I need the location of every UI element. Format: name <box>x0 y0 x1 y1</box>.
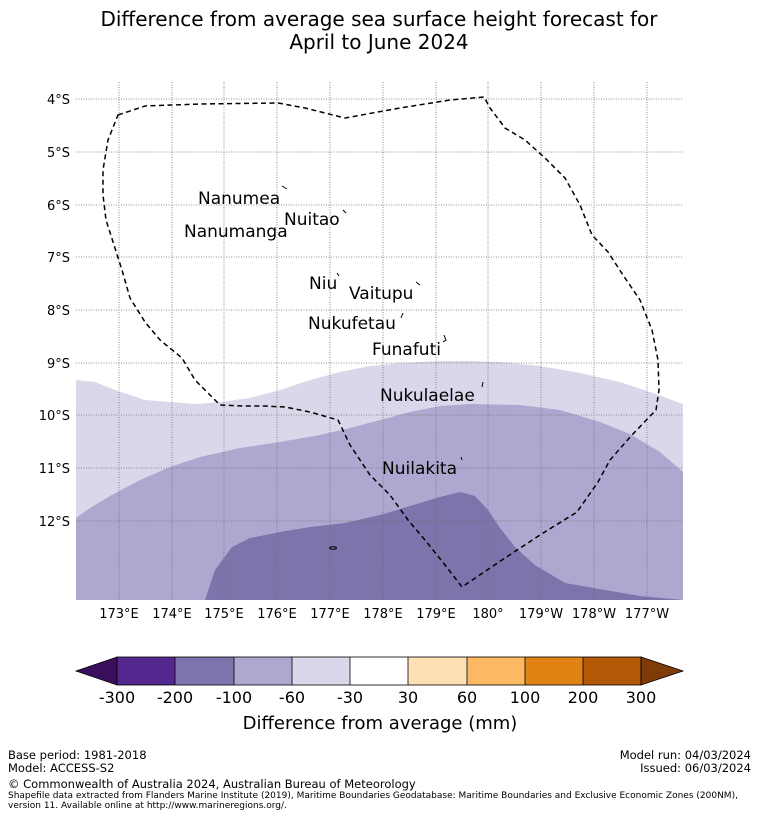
contour-minus100 <box>205 492 683 600</box>
colorbar-swatch <box>234 657 292 685</box>
lon-label: 173°E <box>99 607 139 622</box>
colorbar-swatch <box>467 657 525 685</box>
colorbar-tick: 200 <box>568 688 599 707</box>
place-label: Nanumanga <box>184 222 288 242</box>
lon-label: 177°E <box>310 607 350 622</box>
colorbar-tick: 30 <box>398 688 418 707</box>
lat-label: 11°S <box>39 462 70 477</box>
colorbar-tick: 100 <box>510 688 541 707</box>
colorbar-swatch <box>117 657 175 685</box>
shapefile-credit-line-2: version 11. Available online at http://w… <box>8 801 287 811</box>
colorbar-swatch <box>525 657 583 685</box>
colorbar: -300 -200 -100 -60 -30 30 60 100 200 300… <box>74 656 685 734</box>
lat-label: 7°S <box>47 251 70 266</box>
lon-label: 175°E <box>204 607 244 622</box>
place-label: Nukulaelae <box>380 386 475 406</box>
eez-boundary <box>102 96 660 589</box>
longitude-labels: 173°E 174°E 175°E 176°E 177°E 178°E 179°… <box>99 607 669 622</box>
lon-label: 178°W <box>572 607 616 622</box>
colorbar-tick: 60 <box>457 688 477 707</box>
colorbar-swatch <box>583 657 641 685</box>
colorbar-swatch <box>292 657 350 685</box>
colorbar-over-arrow <box>640 656 685 686</box>
lat-label: 6°S <box>47 199 70 214</box>
lat-label: 12°S <box>39 515 70 530</box>
title-line-2: April to June 2024 <box>289 30 469 54</box>
place-label: Niu <box>309 274 337 294</box>
place-labels: Nanumea Nuitao Nanumanga Niu Vaitupu Nuk… <box>184 189 475 479</box>
lon-label: 174°E <box>152 607 192 622</box>
place-label: Nuitao <box>284 210 340 230</box>
contour-fills <box>76 361 683 600</box>
colorbar-swatch <box>350 657 408 685</box>
lat-label: 5°S <box>47 146 70 161</box>
lon-label: 179°E <box>416 607 456 622</box>
model-run: Model run: 04/03/2024 <box>619 748 751 762</box>
place-label: Nanumea <box>198 189 280 209</box>
lat-label: 4°S <box>47 93 70 108</box>
shapefile-credit-line-1: Shapefile data extracted from Flanders M… <box>8 791 738 801</box>
colorbar-tick: -100 <box>216 688 252 707</box>
copyright: © Commonwealth of Australia 2024, Austra… <box>8 777 416 791</box>
issued-date: Issued: 06/03/2024 <box>640 761 751 775</box>
colorbar-tick: -300 <box>99 688 135 707</box>
colorbar-swatch <box>408 657 467 685</box>
colorbar-tick: -30 <box>337 688 363 707</box>
graticule <box>76 82 683 600</box>
lon-label: 177°W <box>625 607 669 622</box>
colorbar-swatch <box>175 657 234 685</box>
place-label: Nukufetau <box>308 314 396 334</box>
colorbar-tick: -200 <box>157 688 193 707</box>
place-label: Nuilakita <box>382 459 457 479</box>
lat-label: 10°S <box>39 409 70 424</box>
colorbar-under-arrow <box>74 656 118 686</box>
shapefile-credit: Shapefile data extracted from Flanders M… <box>8 791 756 811</box>
lat-label: 8°S <box>47 304 70 319</box>
lon-label: 178°E <box>363 607 403 622</box>
place-label: Funafuti <box>372 340 441 360</box>
map-title: Difference from average sea surface heig… <box>0 8 758 54</box>
contour-minus60 <box>76 404 683 600</box>
place-label: Vaitupu <box>349 284 413 304</box>
island-marks <box>281 185 484 550</box>
model-name: Model: ACCESS-S2 <box>8 761 115 775</box>
title-line-1: Difference from average sea surface heig… <box>100 7 658 31</box>
base-period: Base period: 1981-2018 <box>8 748 147 762</box>
lon-label: 179°W <box>519 607 563 622</box>
colorbar-tick: 300 <box>626 688 657 707</box>
lat-label: 9°S <box>47 357 70 372</box>
latitude-labels: 4°S 5°S 6°S 7°S 8°S 9°S 10°S 11°S 12°S <box>39 93 70 530</box>
lon-label: 180° <box>472 607 503 622</box>
colorbar-tick: -60 <box>279 688 305 707</box>
lon-label: 176°E <box>257 607 297 622</box>
colorbar-label: Difference from average (mm) <box>243 713 518 734</box>
